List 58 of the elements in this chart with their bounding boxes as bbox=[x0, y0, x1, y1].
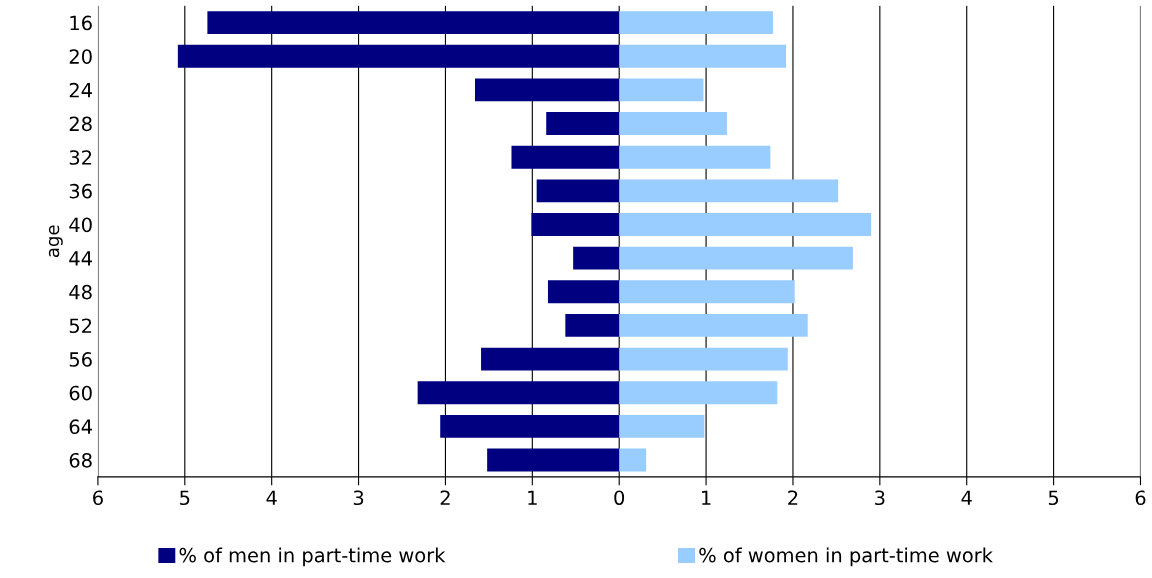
y-tick-label: 44 bbox=[69, 251, 92, 266]
y-tick-label: 68 bbox=[69, 452, 92, 468]
bar bbox=[619, 213, 872, 236]
bar bbox=[619, 112, 727, 135]
y-axis-title: age bbox=[48, 225, 63, 258]
bar bbox=[619, 414, 705, 438]
bar bbox=[619, 179, 839, 203]
y-tick-label: 64 bbox=[69, 419, 92, 435]
x-tick-label: 2 bbox=[788, 490, 798, 505]
bar bbox=[536, 179, 620, 203]
y-tick-label: 60 bbox=[69, 385, 92, 401]
bar bbox=[619, 78, 704, 102]
x-tick-label: 3 bbox=[875, 490, 885, 506]
y-tick-label: 48 bbox=[69, 284, 92, 300]
y-tick-label: 56 bbox=[69, 352, 92, 367]
bar bbox=[619, 44, 787, 68]
x-tick-label: 6 bbox=[93, 490, 103, 506]
x-tick-label: 3 bbox=[353, 490, 364, 506]
bar bbox=[547, 280, 620, 304]
x-tick-label: 6 bbox=[1135, 490, 1146, 506]
x-tick-label: 0 bbox=[614, 490, 625, 506]
bar bbox=[619, 448, 647, 472]
bar bbox=[511, 145, 620, 169]
bar bbox=[417, 381, 620, 405]
x-tick-label: 4 bbox=[961, 490, 972, 505]
x-tick-label: 5 bbox=[180, 490, 190, 506]
x-tick-label: 2 bbox=[440, 490, 450, 505]
bar bbox=[619, 11, 773, 35]
x-tick-label: 1 bbox=[702, 490, 711, 505]
y-tick-label: 36 bbox=[69, 183, 92, 199]
bar bbox=[619, 313, 808, 337]
x-tick-label: 1 bbox=[528, 490, 537, 505]
bar bbox=[565, 313, 620, 337]
bar bbox=[573, 246, 620, 270]
x-tick-label: 4 bbox=[266, 490, 277, 505]
legend-label: % of men in part-time work bbox=[179, 547, 446, 567]
bar bbox=[440, 414, 620, 438]
x-tick-label: 5 bbox=[1048, 490, 1059, 506]
y-tick-label: 16 bbox=[70, 15, 92, 31]
y-tick-label: 52 bbox=[69, 318, 92, 334]
bar bbox=[487, 448, 620, 472]
bar bbox=[546, 112, 620, 135]
bar bbox=[481, 347, 620, 371]
legend-label: % of women in part-time work bbox=[699, 547, 993, 567]
bar bbox=[619, 381, 778, 405]
y-tick-label: 32 bbox=[69, 150, 92, 165]
y-tick-label: 20 bbox=[69, 49, 92, 64]
bar bbox=[177, 44, 620, 68]
y-tick-label: 24 bbox=[69, 82, 92, 98]
bar bbox=[619, 246, 853, 270]
bar bbox=[207, 11, 620, 35]
bar bbox=[619, 347, 788, 371]
y-tick-label: 28 bbox=[69, 116, 92, 132]
y-tick-label: 40 bbox=[69, 217, 92, 233]
bar bbox=[531, 213, 620, 236]
bar bbox=[619, 145, 771, 169]
bar bbox=[619, 280, 795, 304]
bar bbox=[474, 78, 620, 102]
